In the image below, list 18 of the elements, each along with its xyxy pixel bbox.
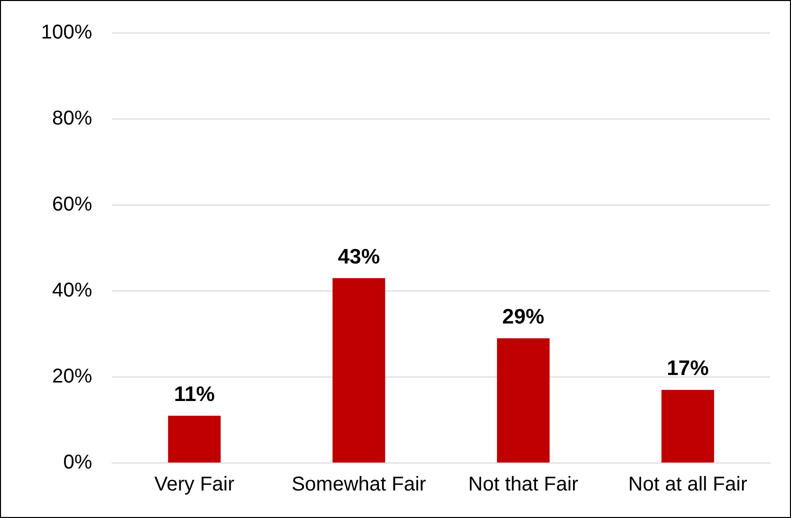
data-label: 43%	[338, 245, 380, 268]
x-tick-label: Not that Fair	[468, 474, 579, 496]
bar	[332, 278, 386, 462]
bar	[496, 338, 550, 462]
data-label: 17%	[666, 357, 710, 380]
data-label: 29%	[502, 306, 545, 329]
x-tick-label: Somewhat Fair	[292, 474, 426, 496]
y-tick-label: 100%	[40, 22, 92, 44]
bar	[661, 390, 714, 462]
x-tick-label: Not at all Fair	[628, 474, 748, 496]
bar	[168, 416, 221, 462]
y-tick-label: 0%	[63, 452, 92, 474]
data-label: 11%	[174, 382, 216, 406]
x-tick-label: Very Fair	[154, 474, 235, 496]
y-tick-label: 40%	[52, 280, 92, 302]
y-tick-label: 60%	[52, 194, 92, 216]
y-tick-label: 20%	[52, 366, 92, 388]
y-tick-label: 80%	[52, 108, 92, 130]
